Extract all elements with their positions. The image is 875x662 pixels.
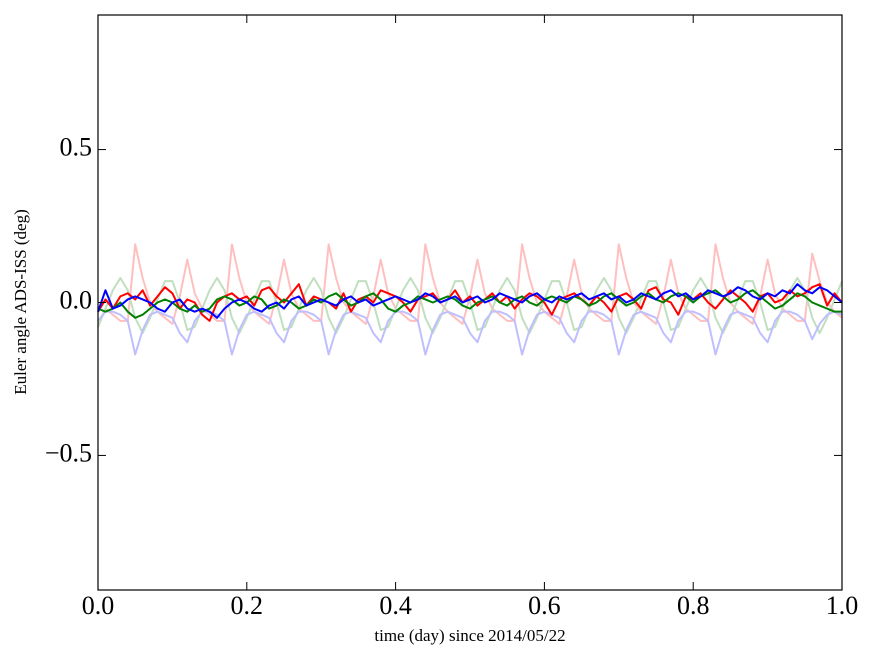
- y-axis-label: Euler angle ADS-ISS (deg): [11, 209, 30, 395]
- x-tick-label: 0.4: [379, 591, 412, 620]
- data-line: [97, 310, 843, 356]
- x-tick-label: 0.2: [231, 591, 264, 620]
- x-tick-label: 1.0: [826, 591, 859, 620]
- x-tick-label: 0.8: [677, 591, 710, 620]
- data-line: [97, 289, 842, 319]
- y-tick-label: 0.0: [60, 285, 93, 314]
- x-tick-label: 0.6: [528, 591, 561, 620]
- x-axis-label: time (day) since 2014/05/22: [374, 626, 565, 645]
- y-tick-label: −0.5: [45, 438, 92, 467]
- x-tick-label: 0.0: [82, 591, 115, 620]
- y-tick-label: 0.5: [60, 133, 93, 162]
- data-line: [97, 277, 843, 335]
- data-line: [97, 283, 843, 319]
